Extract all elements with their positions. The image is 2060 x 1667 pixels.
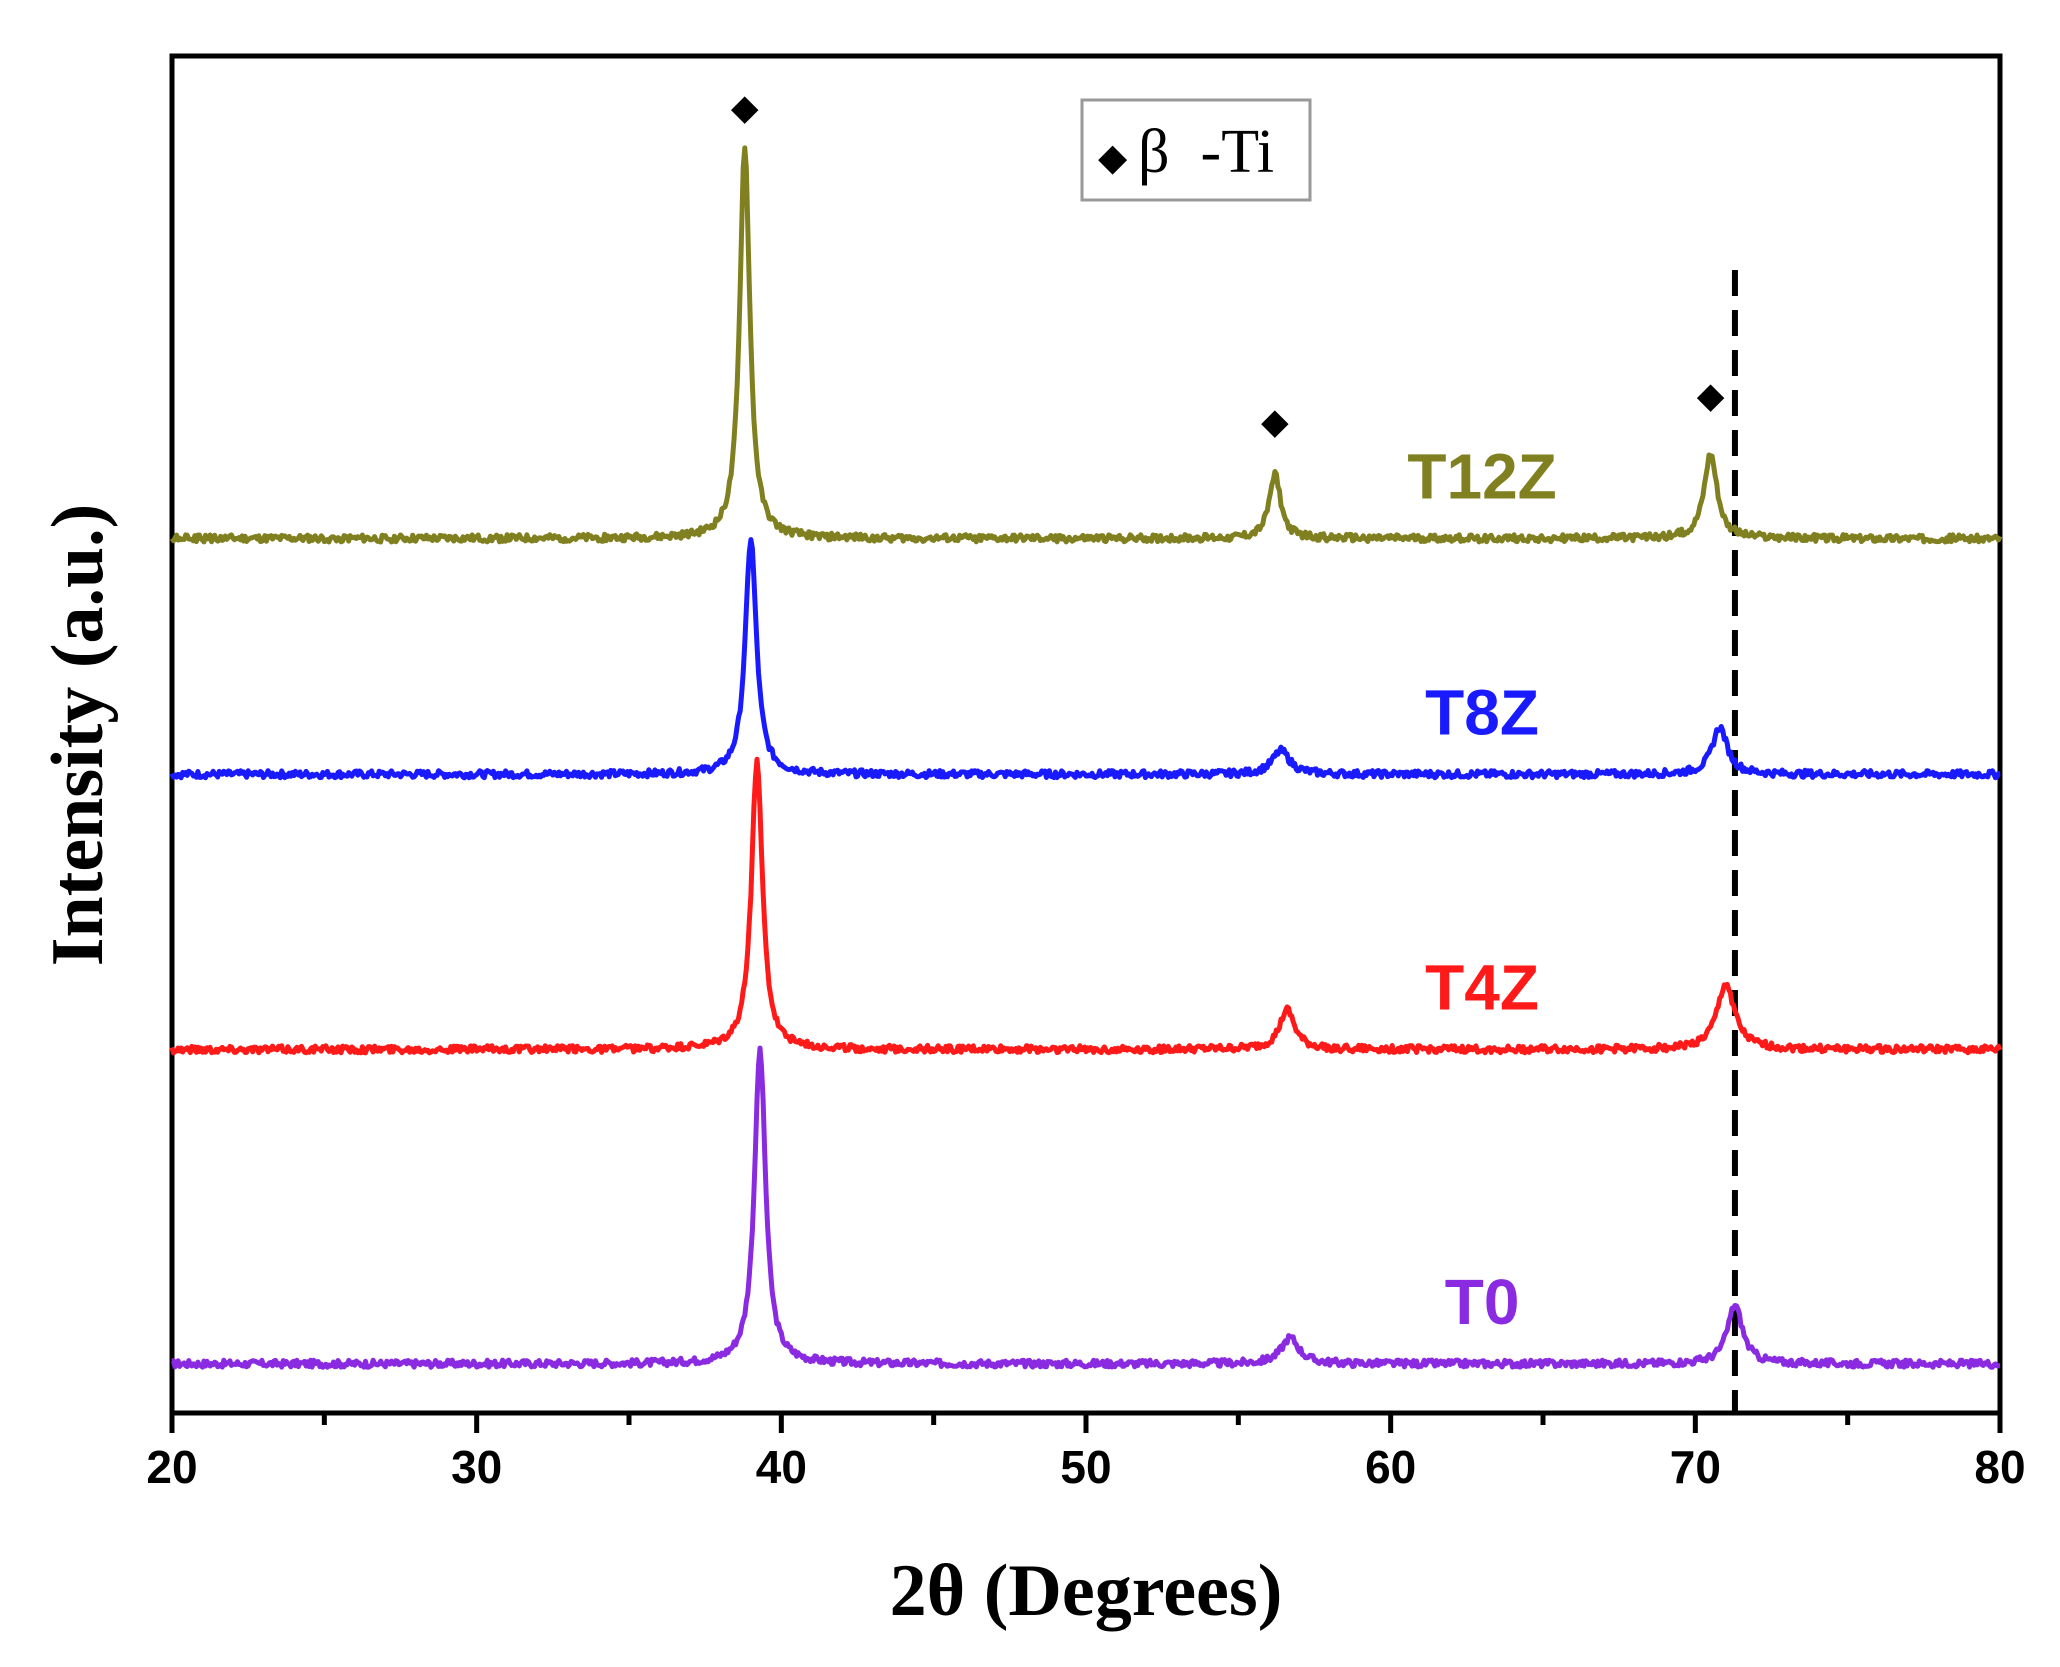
x-tick-label: 80 xyxy=(1974,1441,2025,1493)
peak-marker-3: ◆ xyxy=(1697,376,1725,417)
y-axis-title: Intensity (a.u.) xyxy=(37,504,119,967)
peak-marker-2: ◆ xyxy=(1261,402,1289,443)
peak-marker-1: ◆ xyxy=(731,87,759,128)
series-label-t12z: T12Z xyxy=(1407,441,1556,513)
peak-markers: ◆ ◆ ◆ xyxy=(731,87,1725,442)
series-line-t4z xyxy=(169,756,2003,1056)
series-line-t12z xyxy=(169,145,2003,545)
series-line-t0 xyxy=(171,1045,2001,1370)
x-tick-label: 70 xyxy=(1670,1441,1721,1493)
x-tick-label: 40 xyxy=(756,1441,807,1493)
series-label-t4z: T4Z xyxy=(1425,951,1539,1023)
series-layer: T0 T4Z T8Z T12Z xyxy=(169,145,2003,1370)
legend-box: ◆ β -Ti xyxy=(1080,98,1312,202)
x-tick-label: 30 xyxy=(451,1441,502,1493)
legend-marker: ◆ xyxy=(1098,135,1128,179)
legend-label: β -Ti xyxy=(1138,118,1274,186)
series-label-t8z: T8Z xyxy=(1425,676,1539,748)
x-tick-label: 60 xyxy=(1365,1441,1416,1493)
x-axis-title: 2θ (Degrees) xyxy=(890,1550,1283,1632)
series-line-t8z xyxy=(169,537,2001,781)
series-label-t0: T0 xyxy=(1445,1266,1520,1338)
x-tick-label: 50 xyxy=(1060,1441,1111,1493)
x-axis-ticks: 20 30 40 50 60 70 80 xyxy=(146,1413,2026,1493)
x-tick-label: 20 xyxy=(146,1441,197,1493)
